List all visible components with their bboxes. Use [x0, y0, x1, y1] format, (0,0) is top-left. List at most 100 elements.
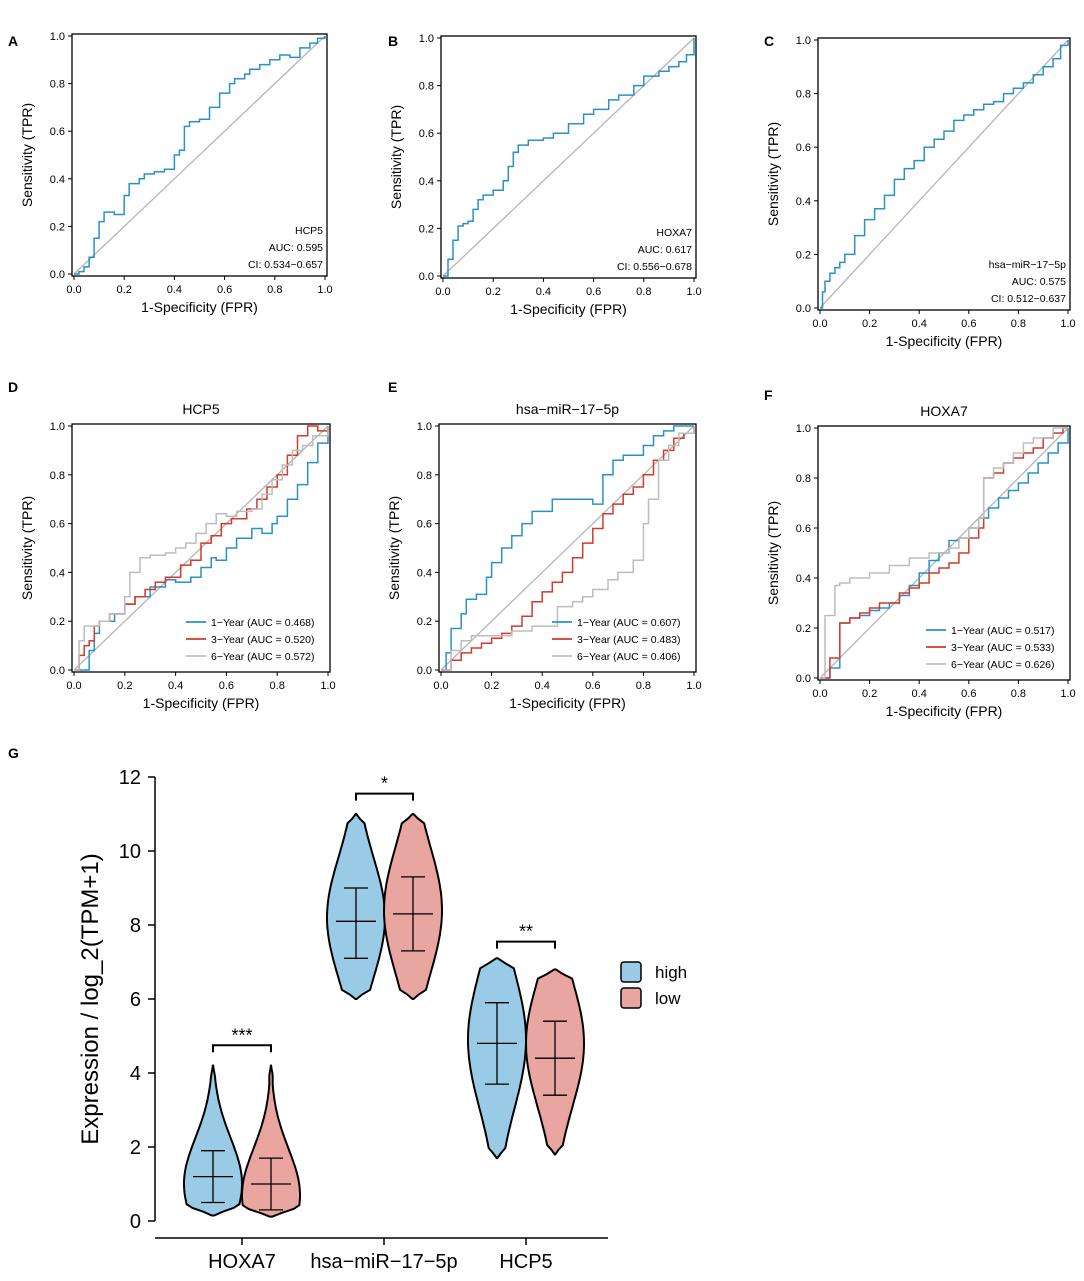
y-tick-label: 4: [130, 1063, 141, 1085]
violin-panel-g: G 0 2 4 6 8 10 12 Expression / log_2(TPM+1) HOXA7…: [8, 745, 687, 1273]
x-tick-label: 0.4: [912, 318, 927, 330]
x-tick-label: 1.0: [317, 284, 332, 296]
y-tick-label: 0.4: [796, 196, 811, 208]
plot-frame: [438, 423, 697, 673]
roc-curve-hsa-mir-17-5p: [820, 40, 1069, 309]
y-tick-label: 0.0: [796, 673, 811, 685]
y-tick-label: 0.2: [419, 223, 434, 235]
legend-label: low: [655, 989, 681, 1008]
y-tick-label: 0.0: [50, 269, 65, 281]
panel-label: C: [764, 33, 774, 49]
roc-curve-3-year: [441, 426, 695, 671]
x-tick-label: 0.4: [167, 284, 182, 296]
panel-label: E: [388, 379, 397, 395]
y-tick-label: 0.4: [417, 567, 432, 579]
reference-diagonal: [440, 425, 695, 671]
roc-curve-6-year: [820, 427, 1068, 679]
x-tick-label: 0.0: [66, 284, 81, 296]
roc-curve-hoxa7: [443, 38, 695, 277]
x-tick-label: 0.2: [862, 688, 877, 700]
x-axis-label: 1-Specificity (FPR): [141, 299, 258, 315]
roc-curve-1-year: [441, 425, 694, 671]
x-tick-label: 0.2: [117, 284, 132, 296]
y-tick-label: 0.6: [50, 126, 65, 138]
roc-curve-6-year: [74, 426, 329, 671]
y-tick-label: 1.0: [419, 33, 434, 45]
y-tick-label: 1.0: [417, 421, 432, 433]
legend-swatch: [620, 987, 642, 1009]
y-tick-label: 0.4: [419, 176, 434, 188]
y-tick-label: 0.8: [50, 79, 65, 91]
y-axis-label: Sensitivity (TPR): [19, 103, 35, 207]
x-axis-label: 1-Specificity (FPR): [510, 301, 627, 317]
y-tick-label: 0.2: [50, 616, 65, 628]
reference-diagonal: [819, 39, 1069, 309]
auc-annotation: CI: 0.534−0.657: [248, 259, 323, 271]
x-tick-label: 1.0: [686, 286, 701, 298]
legend-label: 1−Year (AUC = 0.468): [211, 617, 315, 629]
y-tick-label: 0.2: [417, 616, 432, 628]
roc-curve-6-year: [441, 426, 695, 671]
x-tick-label: 0.0: [435, 286, 450, 298]
y-tick-label: 10: [119, 841, 141, 863]
y-tick-label: 6: [130, 989, 141, 1011]
roc-curve-hcp5: [74, 36, 326, 275]
roc-panel-a: A 0.00.0 0.2 0.2 0.4 0.4 0.6 0.6 0.8 0.8 1.0 1.0 1-S…: [8, 31, 333, 315]
legend-label: 1−Year (AUC = 0.607): [577, 617, 681, 629]
x-tick-label: 0.6: [961, 318, 976, 330]
auc-annotation: CI: 0.556−0.678: [617, 261, 692, 273]
y-axis-label: Sensitivity (TPR): [386, 496, 402, 600]
auc-annotation: HOXA7: [656, 227, 692, 239]
y-tick-label: 0.4: [796, 573, 811, 585]
x-tick-label: 0.8: [1011, 318, 1026, 330]
x-tick-label: HCP5: [499, 1251, 552, 1273]
legend-label: 1−Year (AUC = 0.517): [951, 625, 1055, 637]
x-tick-label: HOXA7: [208, 1251, 276, 1273]
y-tick-label: 0.8: [50, 470, 65, 482]
x-tick-label: 0.2: [862, 318, 877, 330]
x-tick-label: 1.0: [320, 680, 335, 692]
y-tick-label: 0.2: [796, 249, 811, 261]
y-tick-label: 0.6: [796, 142, 811, 154]
y-tick-label: 0.0: [417, 665, 432, 677]
legend-label: 3−Year (AUC = 0.533): [951, 642, 1055, 654]
y-tick-label: 0.6: [796, 523, 811, 535]
significance-bracket: [212, 1044, 272, 1053]
x-tick-label: 0.4: [535, 680, 550, 692]
y-tick-label: 1.0: [796, 35, 811, 47]
x-tick-label: 1.0: [1060, 688, 1075, 700]
y-tick-label: 0.2: [796, 623, 811, 635]
roc-panel-c: C 0.00.0 0.2 0.2 0.4 0.4 0.6 0.6 0.8 0.8 1.0 1.0 1-S…: [764, 33, 1076, 349]
x-tick-label: 1.0: [1060, 318, 1075, 330]
x-axis-label: 1-Specificity (FPR): [509, 695, 626, 711]
legend-label: 3−Year (AUC = 0.520): [211, 634, 315, 646]
x-axis-label: 1-Specificity (FPR): [143, 695, 260, 711]
legend-label: 3−Year (AUC = 0.483): [577, 634, 681, 646]
x-tick-label: hsa−miR−17−5p: [310, 1251, 457, 1273]
x-tick-label: 0.2: [117, 680, 132, 692]
x-axis-label: 1-Specificity (FPR): [886, 703, 1003, 719]
y-tick-label: 0.2: [50, 221, 65, 233]
y-tick-label: 12: [119, 767, 141, 789]
y-axis-label: Sensitivity (TPR): [19, 496, 35, 600]
roc-panel-d: D HCP5 0.00.0 0.2 0.2 0.4 0.4 0.6 0.6 0.8 0.8 1.0 1.…: [8, 379, 336, 711]
roc-panel-f: F HOXA7 0.00.0 0.2 0.2 0.4 0.4 0.6 0.6 0.8 0.8 1.0 1…: [764, 387, 1076, 719]
y-tick-label: 0.6: [50, 519, 65, 531]
panel-label: B: [388, 33, 398, 49]
x-tick-label: 0.4: [912, 688, 927, 700]
auc-annotation: CI: 0.512−0.637: [991, 293, 1066, 305]
x-tick-label: 0.6: [585, 680, 600, 692]
panel-label: D: [8, 379, 18, 395]
violin-low: [241, 1064, 301, 1218]
panel-label: G: [8, 745, 19, 761]
y-axis-label: Expression / log_2(TPM+1): [77, 853, 104, 1144]
auc-annotation: hsa−miR−17−5p: [989, 259, 1067, 271]
y-tick-label: 0.4: [50, 567, 65, 579]
y-tick-label: 0.8: [417, 470, 432, 482]
legend-label: 6−Year (AUC = 0.406): [577, 651, 681, 663]
x-tick-label: 0.8: [1011, 688, 1026, 700]
y-axis-label: Sensitivity (TPR): [388, 105, 404, 209]
reference-diagonal: [442, 37, 695, 277]
